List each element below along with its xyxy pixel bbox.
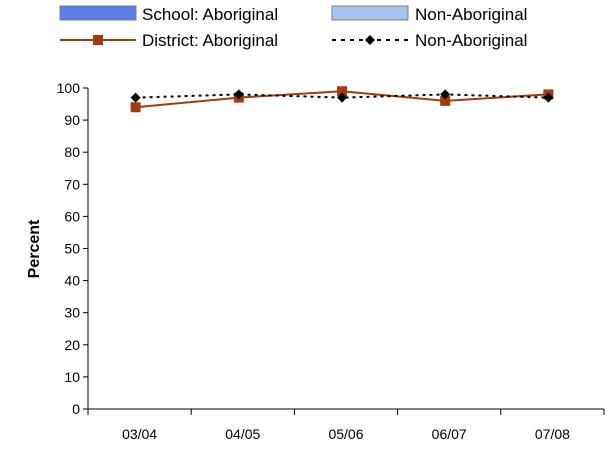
legend-marker — [93, 35, 103, 45]
y-tick-label: 60 — [64, 208, 80, 224]
legend-label: School: Aboriginal — [142, 5, 278, 24]
data-point-non-aboriginal — [130, 92, 141, 103]
x-tick-label: 04/05 — [225, 426, 260, 442]
data-point-district-aboriginal — [337, 86, 347, 97]
data-point-non-aboriginal — [440, 89, 451, 100]
data-point-non-aboriginal — [233, 89, 244, 100]
y-tick-label: 50 — [64, 241, 80, 257]
y-tick-label: 70 — [64, 176, 80, 192]
legend-marker — [365, 35, 375, 45]
series-line-non-aboriginal — [135, 93, 549, 99]
y-tick-label: 40 — [64, 273, 80, 289]
legend-label: District: Aboriginal — [142, 31, 278, 50]
x-tick-label: 07/08 — [535, 426, 570, 442]
plot-area: 0 10 20 30 40 50 60 70 80 90 100 03/04 04/05 05/06 06/… — [57, 80, 605, 442]
x-tick-label: 03/04 — [122, 426, 157, 442]
legend-item: District: Aboriginal — [60, 31, 278, 50]
x-tick-label: 05/06 — [328, 426, 363, 442]
x-tick-label: 06/07 — [432, 426, 467, 442]
data-point-non-aboriginal — [337, 92, 347, 103]
data-point-non-aboriginal — [543, 92, 554, 103]
data-point-district-aboriginal — [440, 95, 451, 106]
legend: School: Aboriginal Non-Aboriginal District… — [59, 5, 527, 50]
y-tick-label: 10 — [64, 369, 80, 385]
y-tick-label: 90 — [64, 112, 80, 128]
y-tick-label: 100 — [57, 80, 81, 96]
legend-item: Non-Aboriginal — [332, 31, 527, 50]
legend-label: Non-Aboriginal — [415, 5, 527, 24]
data-point-district-aboriginal — [130, 102, 141, 113]
y-tick-label: 80 — [64, 144, 80, 160]
y-tick-label: 30 — [64, 305, 80, 321]
y-axis-title: Percent — [26, 219, 43, 278]
legend-swatch — [59, 5, 137, 21]
legend-item: Non-Aboriginal — [331, 5, 527, 24]
series-layer — [130, 86, 554, 113]
y-tick-label: 0 — [72, 401, 80, 417]
legend-label: Non-Aboriginal — [415, 31, 527, 50]
legend-item: School: Aboriginal — [59, 5, 278, 24]
y-tick-label: 20 — [64, 337, 80, 353]
legend-swatch — [331, 5, 409, 21]
